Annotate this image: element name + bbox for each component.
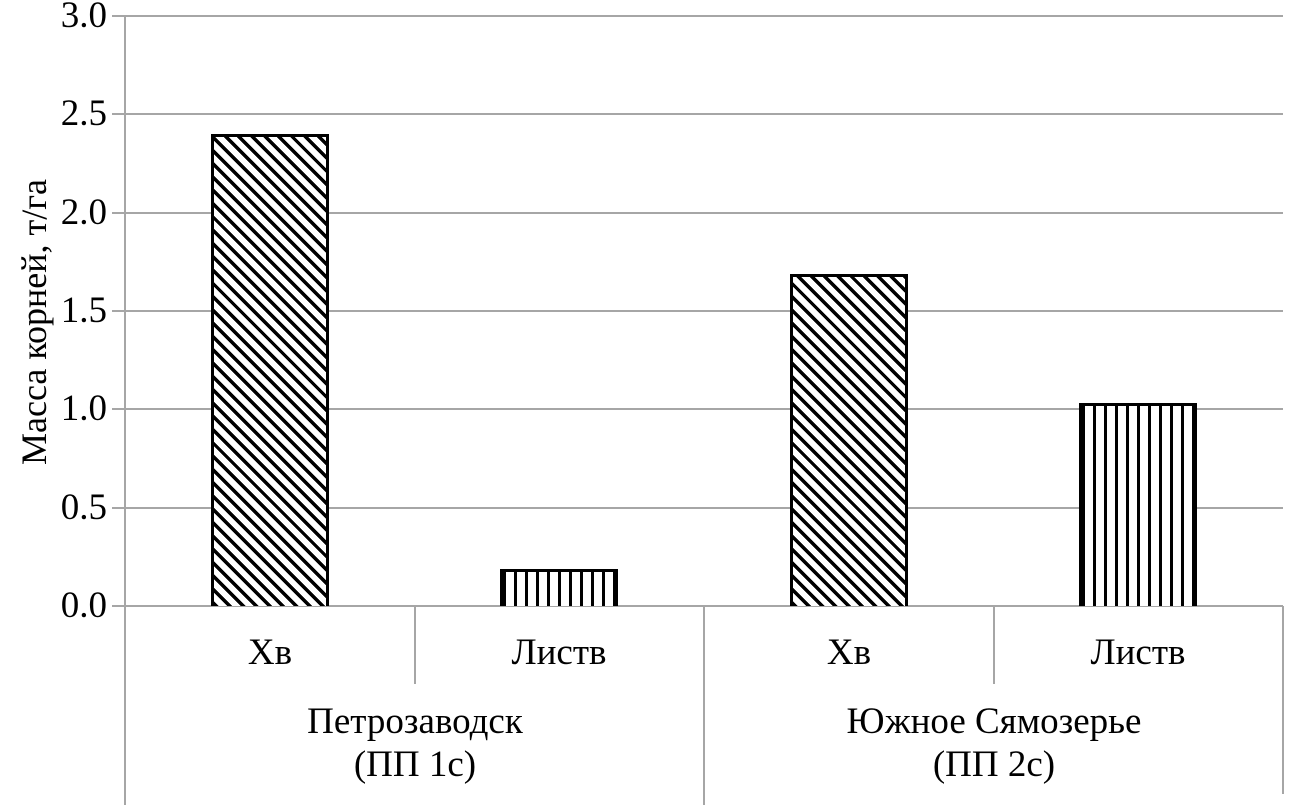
y-axis-line: [124, 16, 126, 805]
category-label: Листв: [1090, 632, 1186, 673]
y-tick-label: 0.5: [60, 487, 107, 528]
y-tick-label: 2.0: [60, 192, 107, 233]
category-label: Хв: [247, 632, 293, 673]
group-label-line1: Петрозаводск: [307, 701, 523, 742]
group-divider: [703, 606, 705, 805]
category-divider: [993, 606, 995, 684]
group-label: Южное Сямозерье (ПП 2с): [734, 700, 1254, 786]
y-tick-label: 0.0: [60, 585, 107, 626]
gridline: [125, 310, 1283, 312]
bar: [1079, 403, 1197, 606]
y-tick-label: 2.5: [60, 93, 107, 134]
bar: [790, 274, 908, 606]
y-axis-tick: [112, 113, 125, 115]
group-label-line2: (ПП 1с): [353, 744, 477, 785]
gridline: [125, 113, 1283, 115]
bar: [500, 569, 618, 606]
y-axis-tick: [112, 408, 125, 410]
y-axis-tick: [112, 507, 125, 509]
gridline: [125, 15, 1283, 17]
y-tick-label: 1.0: [60, 388, 107, 429]
chart-right-border: [1282, 606, 1284, 794]
bar: [211, 134, 329, 606]
gridline: [125, 212, 1283, 214]
group-label-line2: (ПП 2с): [932, 744, 1056, 785]
category-divider: [414, 606, 416, 684]
y-axis-tick: [112, 605, 125, 607]
gridline: [125, 408, 1283, 410]
group-label-line1: Южное Сямозерье: [846, 701, 1142, 742]
y-axis-tick: [112, 212, 125, 214]
gridline: [125, 507, 1283, 509]
y-tick-label: 3.0: [60, 0, 107, 36]
category-label: Хв: [826, 632, 872, 673]
category-label: Листв: [511, 632, 607, 673]
group-label: Петрозаводск (ПП 1с): [155, 700, 675, 786]
y-axis-tick: [112, 310, 125, 312]
y-tick-label: 1.5: [60, 290, 107, 331]
y-axis-tick: [112, 15, 125, 17]
